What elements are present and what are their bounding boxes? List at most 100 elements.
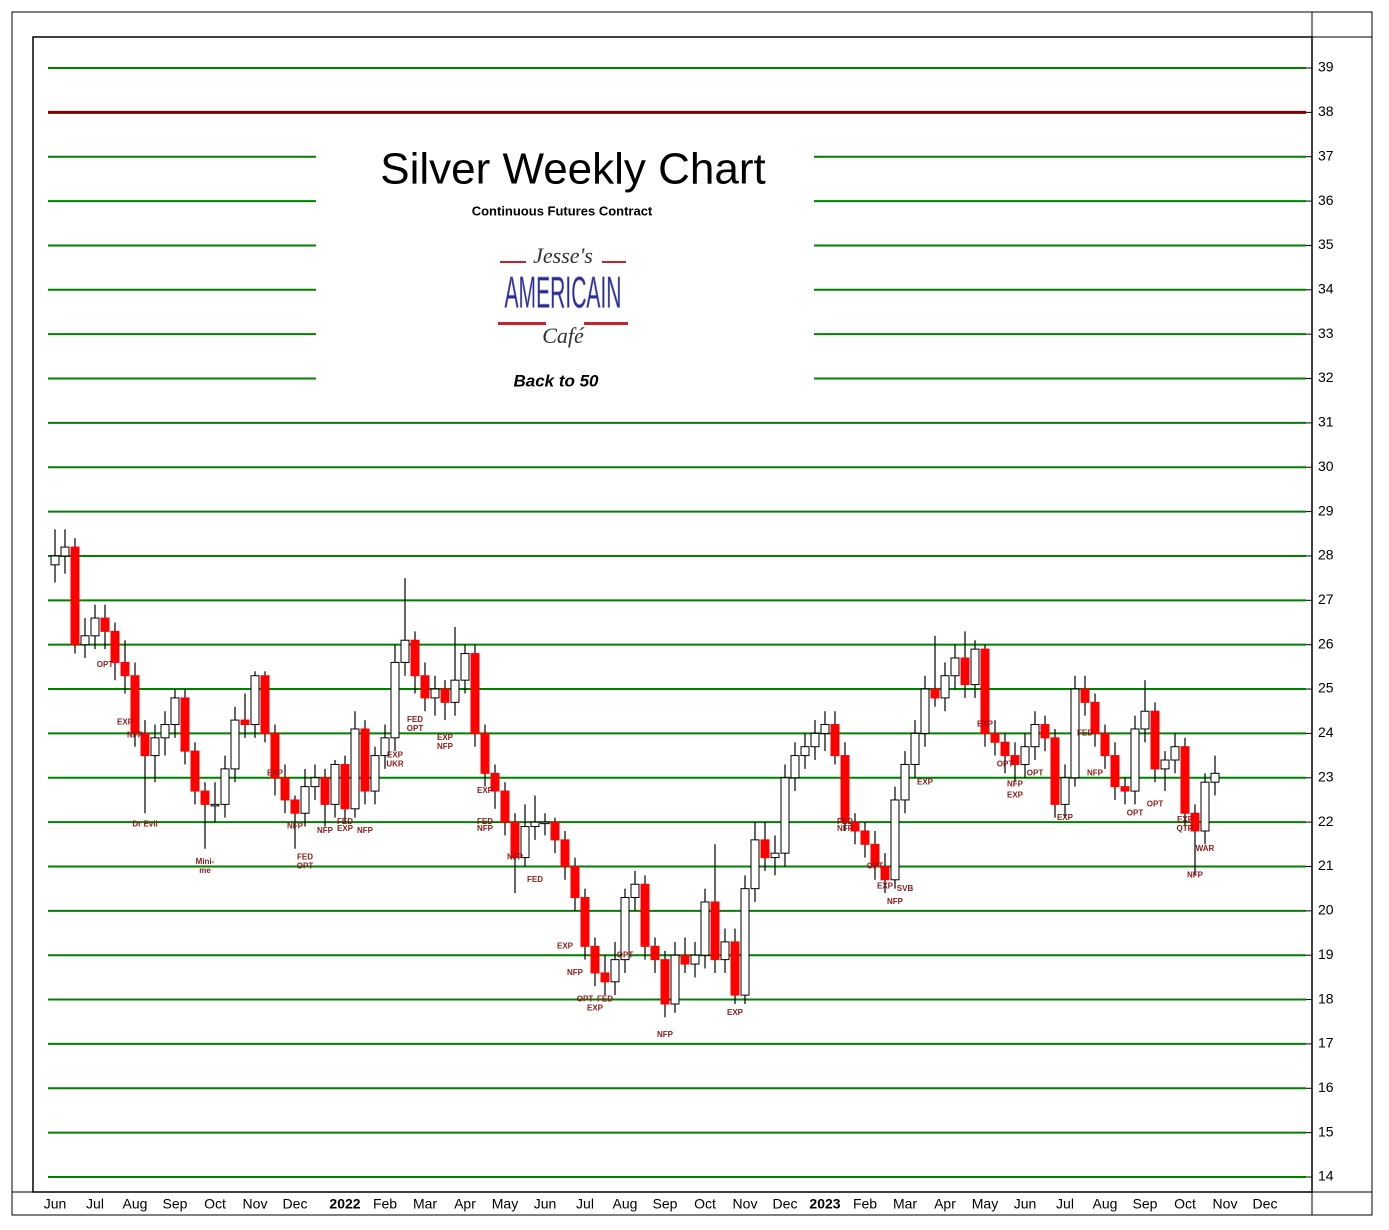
candle-body xyxy=(100,617,110,632)
title-backdrop xyxy=(316,128,814,406)
annotation: EXP xyxy=(387,751,404,760)
x-tick-label: May xyxy=(492,1196,518,1212)
candle-body xyxy=(650,945,660,961)
x-tick-label: Nov xyxy=(243,1196,268,1212)
annotation: FED xyxy=(407,715,423,724)
candle-body xyxy=(380,737,390,757)
candle-body xyxy=(1010,755,1020,765)
candle-body xyxy=(730,941,740,996)
candle-body xyxy=(170,697,180,726)
candle-body xyxy=(240,719,250,726)
annotation: EXP xyxy=(587,1004,604,1013)
x-tick-label: Oct xyxy=(204,1196,226,1212)
candle-body xyxy=(1080,688,1090,703)
y-tick-label: 25 xyxy=(1318,680,1334,696)
annotation: NFP xyxy=(287,822,304,831)
candle-body xyxy=(260,675,270,734)
candle-body xyxy=(450,679,460,703)
candle-body xyxy=(80,635,90,646)
y-tick-label: 29 xyxy=(1318,502,1334,518)
candle-body xyxy=(830,724,840,757)
x-tick-label: Nov xyxy=(1213,1196,1238,1212)
candle-body xyxy=(430,688,440,699)
candle-body xyxy=(840,755,850,823)
candle-body xyxy=(760,839,770,859)
candle-body xyxy=(1130,728,1140,792)
x-tick-label: 2023 xyxy=(809,1196,840,1212)
candle-body xyxy=(560,839,570,867)
candle-body xyxy=(290,799,300,814)
annotation: NFP xyxy=(477,824,494,833)
x-tick-label: Aug xyxy=(1093,1196,1118,1212)
x-tick-label: Feb xyxy=(853,1196,877,1212)
annotation: QTR xyxy=(1177,824,1194,833)
y-tick-label: 33 xyxy=(1318,325,1334,341)
annotation: FED xyxy=(597,995,613,1004)
x-tick-label: Jun xyxy=(534,1196,557,1212)
annotation: OPT xyxy=(407,724,424,733)
annotation: FED xyxy=(297,853,313,862)
candle-body xyxy=(330,763,340,805)
candle-body xyxy=(1120,786,1130,792)
annotation: FED xyxy=(527,875,543,884)
candle-body xyxy=(310,777,320,788)
annotation: EXP xyxy=(977,720,994,729)
y-tick-label: 20 xyxy=(1318,902,1334,918)
x-tick-label: Oct xyxy=(1174,1196,1196,1212)
annotation: OPT xyxy=(1127,808,1144,817)
candle-body xyxy=(340,763,350,810)
y-tick-label: 22 xyxy=(1318,813,1334,829)
candle-body xyxy=(1190,812,1200,832)
annotation: NFP xyxy=(887,897,904,906)
annotation: OPT xyxy=(997,760,1014,769)
candle-body xyxy=(1060,777,1070,805)
y-tick-label: 27 xyxy=(1318,591,1334,607)
x-tick-label: Jul xyxy=(86,1196,104,1212)
y-tick-label: 34 xyxy=(1318,281,1334,297)
candle-body xyxy=(800,746,810,757)
x-tick-label: Sep xyxy=(163,1196,188,1212)
candle-body xyxy=(1200,781,1210,832)
candle-body xyxy=(990,732,1000,743)
candle-body xyxy=(1000,741,1010,757)
candle-body xyxy=(1170,746,1180,761)
candle-body xyxy=(680,954,690,965)
candle-body xyxy=(610,959,620,983)
caption: Back to 50 xyxy=(513,371,599,390)
annotation: NFP xyxy=(1007,780,1024,789)
candle-body xyxy=(1180,746,1190,814)
annotation: OPT xyxy=(617,950,634,959)
annotation: OPT xyxy=(867,862,884,871)
candle-body xyxy=(360,728,370,792)
candle-body xyxy=(520,826,530,859)
annotation: EXP xyxy=(557,941,574,950)
candle-body xyxy=(410,639,420,677)
candle-body xyxy=(50,555,60,566)
y-tick-label: 16 xyxy=(1318,1079,1334,1095)
y-tick-label: 24 xyxy=(1318,724,1334,740)
candle-body xyxy=(110,630,120,663)
candle-body xyxy=(210,803,220,807)
candle-body xyxy=(1070,688,1080,779)
candle-body xyxy=(570,865,580,899)
candle-body xyxy=(1090,701,1100,734)
candle-body xyxy=(1210,772,1220,783)
candle-body xyxy=(1030,724,1040,748)
y-tick-label: 31 xyxy=(1318,414,1334,430)
y-tick-label: 23 xyxy=(1318,768,1334,784)
annotation: EXP xyxy=(117,717,134,726)
candle-body xyxy=(480,732,490,774)
candle-body xyxy=(530,821,540,828)
annotation: NFP xyxy=(437,742,454,751)
x-tick-label: Sep xyxy=(653,1196,678,1212)
candle-body xyxy=(920,688,930,734)
candle-body xyxy=(630,883,640,899)
candle-body xyxy=(1160,759,1170,770)
x-tick-label: Jul xyxy=(576,1196,594,1212)
candle-body xyxy=(960,657,970,686)
x-tick-label: 2022 xyxy=(329,1196,360,1212)
title-box: Silver Weekly Chart Continuous Futures C… xyxy=(316,128,814,406)
x-tick-label: Dec xyxy=(1253,1196,1278,1212)
candle-body xyxy=(230,719,240,770)
candle-body xyxy=(1050,737,1060,805)
